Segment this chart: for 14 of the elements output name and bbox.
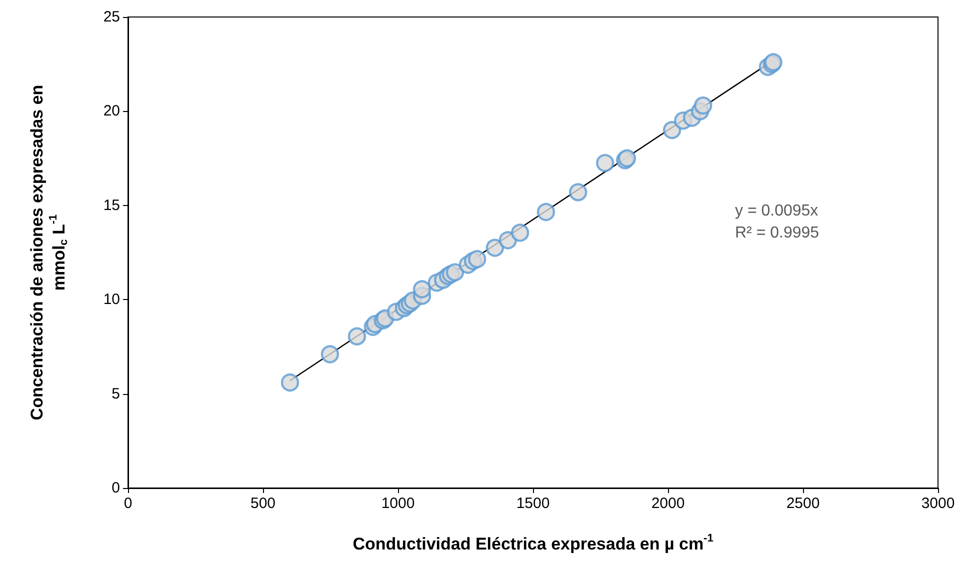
y-tick-label: 15 xyxy=(103,196,120,214)
y-tick-label: 5 xyxy=(112,385,120,402)
x-tick-label: 2000 xyxy=(651,495,685,512)
x-tick-label: 2500 xyxy=(786,495,820,512)
y-tick-label: 10 xyxy=(103,291,120,308)
x-tick-label: 0 xyxy=(124,495,132,512)
annotation: y = 0.0095x R² = 0.9995 xyxy=(735,202,820,242)
y-tick-label: 20 xyxy=(103,102,120,120)
x-tick-label: 1000 xyxy=(381,495,415,512)
x-tick-label: 1500 xyxy=(516,495,550,512)
y-tick-label: 25 xyxy=(103,8,120,26)
y-tick-label: 0 xyxy=(112,480,120,496)
x-tick-label: 500 xyxy=(250,495,276,512)
x-tick-label: 3000 xyxy=(921,495,955,512)
